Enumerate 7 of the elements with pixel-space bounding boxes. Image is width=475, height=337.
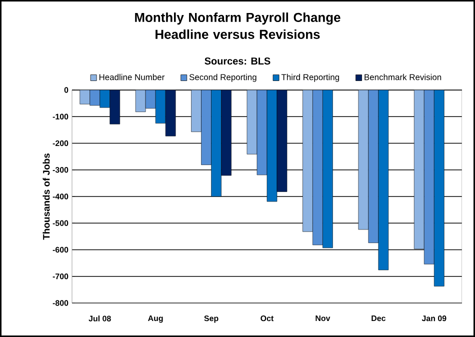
legend-label: Second Reporting: [189, 74, 256, 82]
legend-label: Headline Number: [99, 74, 164, 80]
y-axis-title: Thousands of Jobs: [42, 154, 50, 240]
legend-label: Benchmark Revision: [364, 74, 442, 80]
chart-title: Monthly Nonfarm Payroll Change Headline versus Revisions: [135, 12, 340, 39]
legend-label: Third Reporting: [281, 74, 340, 82]
chart-subtitle: Sources: BLS: [204, 58, 270, 65]
